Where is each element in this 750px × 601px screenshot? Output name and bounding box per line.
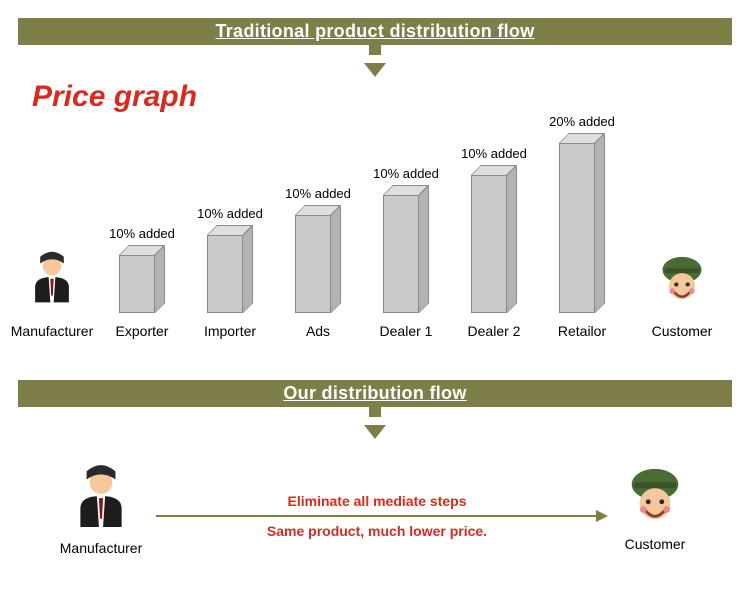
bar: [295, 205, 341, 313]
added-label: 10% added: [364, 166, 448, 181]
bottom-banner: Our distribution flow: [18, 380, 732, 407]
column-label: Importer: [188, 323, 272, 339]
column-dealer-2: 10% added Dealer 2: [452, 146, 536, 313]
flow-customer: Customer: [600, 463, 710, 552]
column-label: Manufacturer: [10, 323, 94, 339]
customer-icon: [624, 463, 686, 525]
column-manufacturer: Manufacturer: [10, 250, 94, 313]
column-label: Dealer 2: [452, 323, 536, 339]
added-label: 10% added: [188, 206, 272, 221]
column-importer: 10% added Importer: [188, 206, 272, 313]
bar: [383, 185, 429, 313]
flow-arrow: Eliminate all mediate steps Same product…: [156, 515, 598, 517]
customer-icon: [656, 252, 708, 304]
manufacturer-icon: [68, 463, 134, 529]
column-label: Exporter: [100, 323, 184, 339]
bottom-banner-text: Our distribution flow: [283, 383, 466, 403]
column-ads: 10% added Ads: [276, 186, 360, 313]
top-banner: Traditional product distribution flow: [18, 18, 732, 45]
arrow-down-bottom: [0, 407, 750, 439]
chart-area: Manufacturer10% added Exporter10% added …: [0, 73, 750, 343]
added-label: 10% added: [276, 186, 360, 201]
column-label: Customer: [640, 323, 724, 339]
lower-section: Our distribution flow Manufacturer Elimi…: [0, 380, 750, 601]
bar: [119, 245, 165, 313]
flow-left-label: Manufacturer: [46, 540, 156, 556]
bar: [559, 133, 605, 313]
column-dealer-1: 10% added Dealer 1: [364, 166, 448, 313]
added-label: 10% added: [100, 226, 184, 241]
bar: [207, 225, 253, 313]
flow-right-label: Customer: [600, 536, 710, 552]
column-customer: Customer: [640, 252, 724, 313]
column-exporter: 10% added Exporter: [100, 226, 184, 313]
column-label: Dealer 1: [364, 323, 448, 339]
column-label: Retailor: [540, 323, 624, 339]
flow-text-bottom: Same product, much lower price.: [156, 523, 598, 539]
flow-row: Manufacturer Eliminate all mediate steps…: [0, 451, 750, 601]
top-banner-text: Traditional product distribution flow: [215, 21, 534, 41]
column-retailor: 20% added Retailor: [540, 114, 624, 313]
column-label: Ads: [276, 323, 360, 339]
manufacturer-icon: [25, 250, 79, 304]
bar: [471, 165, 517, 313]
added-label: 20% added: [540, 114, 624, 129]
flow-text-top: Eliminate all mediate steps: [156, 493, 598, 509]
added-label: 10% added: [452, 146, 536, 161]
flow-manufacturer: Manufacturer: [46, 463, 156, 556]
